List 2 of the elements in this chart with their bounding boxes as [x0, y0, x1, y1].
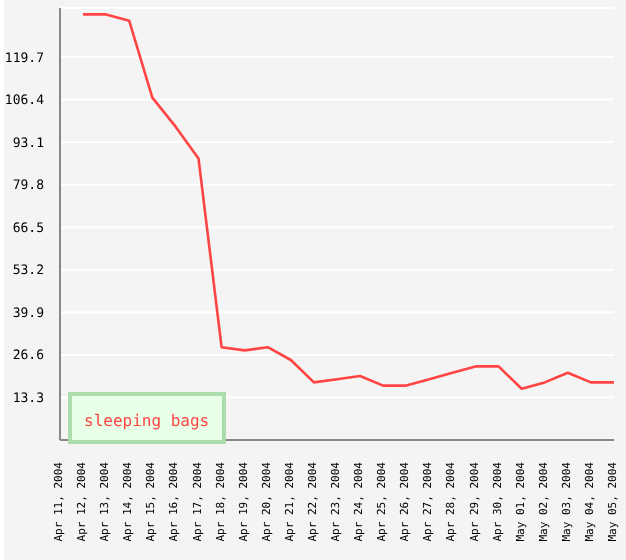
text: sleeping bags	[84, 412, 210, 430]
line-series	[81, 13, 616, 391]
